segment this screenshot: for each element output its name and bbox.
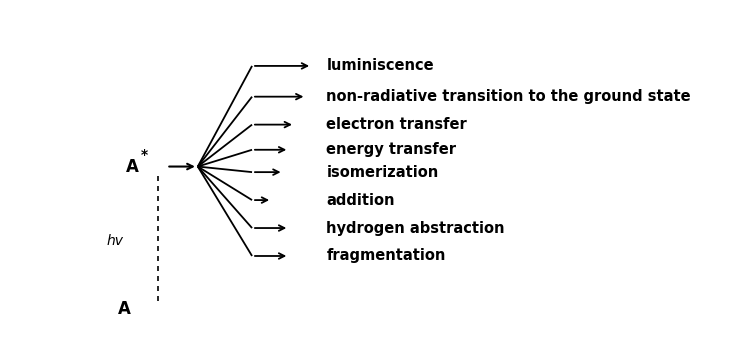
Text: hv: hv [106,234,123,248]
Text: A: A [118,300,130,318]
Text: fragmentation: fragmentation [326,249,446,264]
Text: A: A [127,158,139,176]
Text: luminiscence: luminiscence [326,58,434,73]
Text: *: * [141,148,148,162]
Text: isomerization: isomerization [326,165,439,180]
Text: energy transfer: energy transfer [326,142,456,157]
Text: electron transfer: electron transfer [326,117,467,132]
Text: hydrogen abstraction: hydrogen abstraction [326,221,505,236]
Text: addition: addition [326,193,395,208]
Text: non-radiative transition to the ground state: non-radiative transition to the ground s… [326,89,691,104]
